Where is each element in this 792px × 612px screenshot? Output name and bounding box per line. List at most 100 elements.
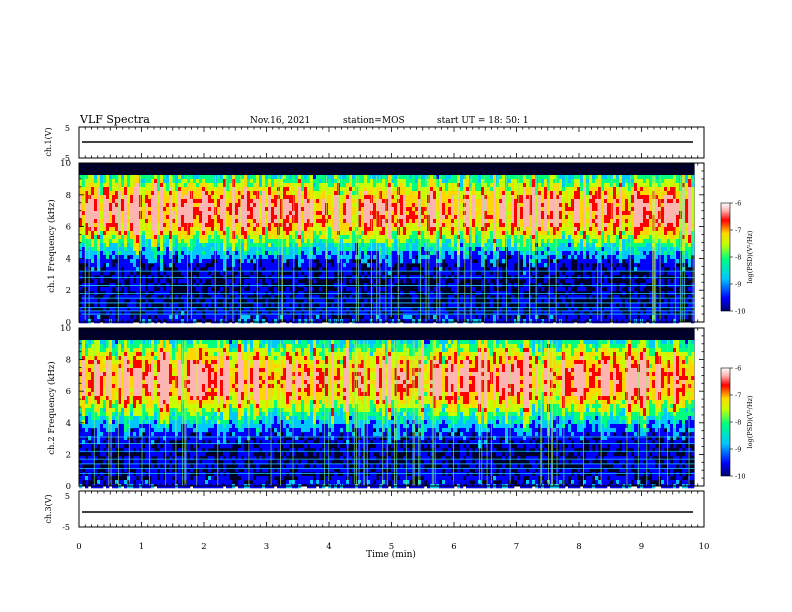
spectrogram-cell — [388, 271, 392, 276]
spectrogram-cell — [250, 279, 254, 284]
spectrogram-cell — [193, 243, 197, 248]
spectrogram-cell — [115, 287, 119, 292]
spectrogram-cell — [445, 223, 449, 228]
spectrogram-cell — [259, 227, 263, 232]
spectrogram-cell — [115, 183, 119, 188]
spectrogram-cell — [445, 243, 449, 248]
spectrogram-cell — [109, 175, 113, 180]
spectrogram-cell — [169, 235, 173, 240]
spectrogram-cell — [184, 183, 188, 188]
spectrogram-cell — [559, 219, 563, 224]
spectrogram-cell — [127, 191, 131, 196]
spectrogram-cell — [460, 223, 464, 228]
spectrogram-cell — [223, 255, 227, 260]
spectrogram-cell — [430, 195, 434, 200]
spectrogram-cell — [538, 259, 542, 264]
spectrogram-cell — [535, 239, 539, 244]
spectrogram-cell — [85, 199, 89, 204]
spectrogram-cell — [511, 295, 515, 300]
spectrogram-cell — [532, 215, 536, 220]
spectrogram-cell — [562, 187, 566, 192]
spectrogram-cell — [193, 227, 197, 232]
spectrogram-cell — [406, 319, 410, 324]
spectrogram-cell — [208, 191, 212, 196]
spectrogram-cell — [559, 295, 563, 300]
spectrogram-cell — [184, 267, 188, 272]
spectrogram-cell — [274, 195, 278, 200]
spectrogram-cell — [295, 195, 299, 200]
spectrogram-cell — [202, 191, 206, 196]
spectrogram-cell — [214, 243, 218, 248]
spectrogram-cell — [349, 247, 353, 252]
spectrogram-cell — [145, 195, 149, 200]
spectrogram-cell — [547, 299, 551, 304]
spectrogram-cell — [106, 251, 110, 256]
spectrogram-cell — [421, 207, 425, 212]
spectrogram-cell — [430, 231, 434, 236]
spectrogram-cell — [181, 207, 185, 212]
spectrogram-cell — [346, 287, 350, 292]
spectrogram-cell — [394, 231, 398, 236]
spectrogram-cell — [307, 319, 311, 324]
spectrogram-cell — [493, 199, 497, 204]
spectrogram-cell — [511, 203, 515, 208]
spectrogram-cell — [334, 227, 338, 232]
spectrogram-cell — [133, 231, 137, 236]
spectrogram-cell — [82, 215, 86, 220]
spectrogram-cell — [178, 219, 182, 224]
spectrogram-cell — [511, 255, 515, 260]
spectrogram-cell — [196, 183, 200, 188]
spectrogram-cell — [199, 227, 203, 232]
spectrogram-cell — [349, 215, 353, 220]
spectrogram-cell — [250, 219, 254, 224]
spectrogram-cell — [532, 239, 536, 244]
spectrogram-cell — [163, 227, 167, 232]
spectrogram-cell — [343, 295, 347, 300]
spectrogram-cell — [118, 279, 122, 284]
spectrogram-cell — [97, 235, 101, 240]
spectrogram-cell — [553, 299, 557, 304]
spectrogram-cell — [538, 199, 542, 204]
spectrogram-cell — [304, 259, 308, 264]
spectrogram-cell — [346, 187, 350, 192]
spectrogram-cell — [82, 223, 86, 228]
spectrogram-cell — [271, 311, 275, 316]
spectrogram-cell — [160, 223, 164, 228]
spectrogram-cell — [310, 319, 314, 324]
spectrogram-cell — [103, 235, 107, 240]
spectrogram-cell — [430, 267, 434, 272]
spectrogram-cell — [313, 311, 317, 316]
spectrogram-cell — [391, 319, 395, 324]
spectrogram-cell — [109, 207, 113, 212]
spectrogram-cell — [232, 263, 236, 268]
spectrogram-cell — [469, 307, 473, 312]
spectrogram-cell — [94, 303, 98, 308]
spectrogram-cell — [490, 223, 494, 228]
spectrogram-cell — [523, 299, 527, 304]
spectrogram-cell — [97, 191, 101, 196]
spectrogram-cell — [193, 255, 197, 260]
spectrogram-cell — [376, 179, 380, 184]
spectrogram-cell — [475, 175, 479, 180]
spectrogram-cell — [508, 259, 512, 264]
spectrogram-cell — [493, 187, 497, 192]
spectrogram-cell — [223, 263, 227, 268]
spectrogram-cell — [142, 303, 146, 308]
spectrogram-cell — [118, 247, 122, 252]
spectrogram-cell — [430, 187, 434, 192]
spectrogram-cell — [532, 307, 536, 312]
spectrogram-cell — [454, 303, 458, 308]
spectrogram-cell — [289, 207, 293, 212]
spectrogram-cell — [403, 219, 407, 224]
spectrogram-cell — [406, 211, 410, 216]
spectrogram-cell — [541, 187, 545, 192]
spectrogram-cell — [526, 255, 530, 260]
spectrogram-cell — [529, 179, 533, 184]
spectrogram-cell — [205, 199, 209, 204]
spectrogram-cell — [106, 311, 110, 316]
spectrogram-cell — [514, 199, 518, 204]
spectrogram-cell — [466, 191, 470, 196]
spectrogram-cell — [268, 191, 272, 196]
spectrogram-cell — [310, 223, 314, 228]
spectrogram-cell — [88, 235, 92, 240]
